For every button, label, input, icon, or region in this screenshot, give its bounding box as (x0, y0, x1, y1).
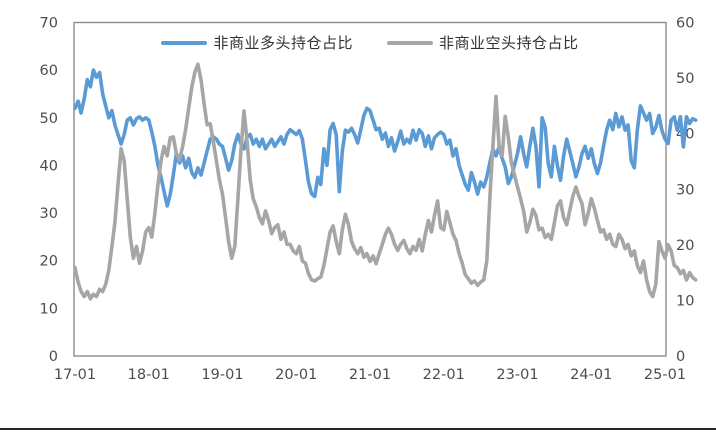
x-axis-tick-label: 24-01 (570, 367, 612, 383)
y-axis-left-tick-label: 30 (40, 206, 58, 222)
x-axis-tick-label: 22-01 (423, 367, 465, 383)
x-axis-tick-label: 20-01 (275, 367, 317, 383)
y-axis-right-tick-label: 0 (676, 349, 685, 365)
x-axis-tick-label: 25-01 (644, 367, 686, 383)
y-axis-right-tick-label: 50 (676, 71, 694, 87)
x-axis-tick-label: 23-01 (496, 367, 538, 383)
y-axis-right-tick-label: 10 (676, 293, 694, 309)
series-line-long-ratio (73, 68, 698, 208)
y-axis-left-tick-label: 40 (40, 158, 58, 174)
y-axis-right-tick-label: 20 (676, 238, 694, 254)
plot-border (73, 21, 667, 357)
y-axis-right-tick-label: 60 (676, 16, 694, 32)
y-axis-left-tick-label: 20 (40, 254, 58, 270)
series-line-short-ratio (73, 62, 698, 301)
y-axis-left-tick-label: 10 (40, 301, 58, 317)
x-axis-tick-label: 17-01 (54, 367, 96, 383)
x-axis-tick-label: 19-01 (201, 367, 243, 383)
y-axis-right-tick-label: 30 (676, 182, 694, 198)
y-axis-left-tick-label: 60 (40, 63, 58, 79)
y-axis-left-tick-label: 0 (49, 349, 58, 365)
y-axis-left-tick-label: 50 (40, 111, 58, 127)
y-axis-left-tick-label: 70 (40, 16, 58, 32)
bottom-divider (0, 428, 716, 430)
x-axis-tick-label: 18-01 (128, 367, 170, 383)
x-axis-tick-label: 21-01 (349, 367, 391, 383)
